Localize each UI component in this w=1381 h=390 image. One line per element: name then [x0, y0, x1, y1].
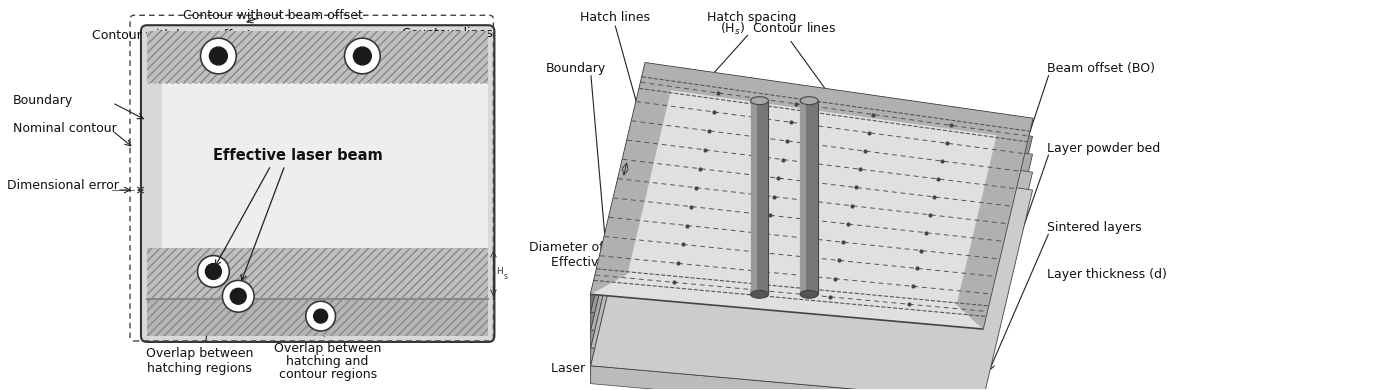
- Text: Countour lines: Countour lines: [402, 27, 493, 40]
- Polygon shape: [591, 312, 983, 365]
- Polygon shape: [591, 63, 1033, 329]
- Text: contour regions: contour regions: [279, 368, 377, 381]
- Bar: [146, 248, 489, 299]
- Text: hatching and: hatching and: [286, 355, 369, 368]
- Text: (H$_{sp}$): (H$_{sp}$): [703, 330, 733, 348]
- Circle shape: [608, 293, 630, 315]
- Ellipse shape: [750, 290, 768, 298]
- Bar: [162, 83, 489, 248]
- Text: Dimensional error: Dimensional error: [7, 179, 119, 191]
- Text: Nominal contour: Nominal contour: [12, 122, 116, 135]
- Polygon shape: [591, 99, 645, 348]
- Polygon shape: [591, 63, 1033, 329]
- Text: s: s: [503, 272, 507, 281]
- Text: Diameter of curring zone or: Diameter of curring zone or: [529, 241, 702, 254]
- Polygon shape: [591, 348, 983, 390]
- Bar: [750, 101, 757, 294]
- Text: Overlap between: Overlap between: [273, 342, 381, 355]
- Polygon shape: [591, 81, 645, 330]
- Text: H: H: [496, 267, 503, 276]
- Polygon shape: [591, 117, 1033, 383]
- Ellipse shape: [800, 290, 818, 298]
- Text: (H$_s$)  Contour lines: (H$_s$) Contour lines: [720, 21, 837, 37]
- Polygon shape: [591, 366, 983, 390]
- Text: Boundary: Boundary: [12, 94, 73, 107]
- Polygon shape: [591, 135, 1033, 390]
- Circle shape: [305, 301, 336, 331]
- Polygon shape: [591, 99, 1033, 365]
- Text: Effective laser beam: Effective laser beam: [213, 148, 383, 163]
- Circle shape: [197, 255, 229, 287]
- Circle shape: [206, 264, 221, 279]
- Text: Contour speed: Contour speed: [655, 298, 746, 311]
- Ellipse shape: [750, 97, 768, 105]
- Circle shape: [605, 290, 632, 318]
- Circle shape: [344, 38, 380, 74]
- Bar: [800, 101, 807, 294]
- Bar: [800, 101, 818, 294]
- Text: Effective laser beam: Effective laser beam: [551, 256, 681, 269]
- Text: (C$_{sp}$)  Hatch speed: (C$_{sp}$) Hatch speed: [679, 312, 797, 330]
- Circle shape: [200, 38, 236, 74]
- Text: hatching regions: hatching regions: [148, 362, 251, 375]
- Ellipse shape: [800, 97, 818, 105]
- Polygon shape: [591, 63, 1033, 329]
- Polygon shape: [591, 135, 645, 384]
- Bar: [146, 299, 489, 336]
- Circle shape: [231, 288, 246, 304]
- Bar: [146, 31, 489, 83]
- Text: Layer powder bed: Layer powder bed: [1047, 142, 1160, 155]
- Text: Boundary: Boundary: [545, 62, 606, 75]
- Text: Laser beam diameter: Laser beam diameter: [551, 362, 686, 375]
- Circle shape: [354, 47, 371, 65]
- Text: Sintered layers: Sintered layers: [1047, 221, 1142, 234]
- Circle shape: [313, 309, 327, 323]
- Text: Beam offset (BO): Beam offset (BO): [1047, 62, 1156, 75]
- Text: Contour without beam offset: Contour without beam offset: [184, 9, 363, 22]
- Circle shape: [222, 280, 254, 312]
- FancyBboxPatch shape: [141, 25, 494, 342]
- Text: Hatch lines: Hatch lines: [580, 11, 649, 24]
- Text: Contour with beam offset: Contour with beam offset: [93, 29, 251, 42]
- Circle shape: [210, 47, 228, 65]
- Polygon shape: [591, 330, 983, 383]
- Circle shape: [597, 282, 641, 326]
- Polygon shape: [591, 81, 1033, 347]
- Bar: [750, 101, 768, 294]
- Polygon shape: [591, 294, 983, 347]
- Polygon shape: [591, 63, 645, 312]
- Text: Overlap between: Overlap between: [146, 347, 253, 360]
- Polygon shape: [591, 117, 645, 366]
- Text: Hatch spacing: Hatch spacing: [707, 11, 797, 24]
- Text: Layer thickness (d): Layer thickness (d): [1047, 268, 1167, 281]
